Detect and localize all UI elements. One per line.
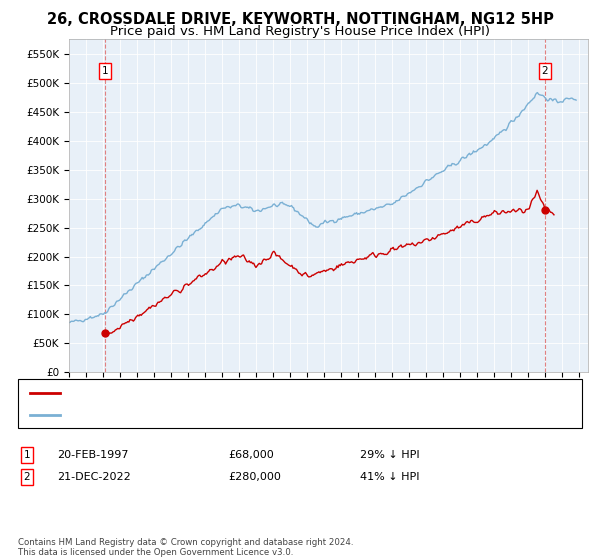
- Text: £280,000: £280,000: [228, 472, 281, 482]
- Text: Contains HM Land Registry data © Crown copyright and database right 2024.
This d: Contains HM Land Registry data © Crown c…: [18, 538, 353, 557]
- Text: 41% ↓ HPI: 41% ↓ HPI: [360, 472, 419, 482]
- Text: 26, CROSSDALE DRIVE, KEYWORTH, NOTTINGHAM, NG12 5HP: 26, CROSSDALE DRIVE, KEYWORTH, NOTTINGHA…: [47, 12, 553, 27]
- Text: 21-DEC-2022: 21-DEC-2022: [57, 472, 131, 482]
- Text: 26, CROSSDALE DRIVE, KEYWORTH, NOTTINGHAM, NG12 5HP (detached house): 26, CROSSDALE DRIVE, KEYWORTH, NOTTINGHA…: [66, 388, 481, 398]
- Text: 2: 2: [23, 472, 31, 482]
- Text: 20-FEB-1997: 20-FEB-1997: [57, 450, 128, 460]
- Text: HPI: Average price, detached house, Rushcliffe: HPI: Average price, detached house, Rush…: [66, 409, 310, 419]
- Text: Price paid vs. HM Land Registry's House Price Index (HPI): Price paid vs. HM Land Registry's House …: [110, 25, 490, 38]
- Text: 29% ↓ HPI: 29% ↓ HPI: [360, 450, 419, 460]
- Text: 1: 1: [23, 450, 31, 460]
- Text: 1: 1: [102, 66, 109, 76]
- Text: £68,000: £68,000: [228, 450, 274, 460]
- Text: 2: 2: [542, 66, 548, 76]
